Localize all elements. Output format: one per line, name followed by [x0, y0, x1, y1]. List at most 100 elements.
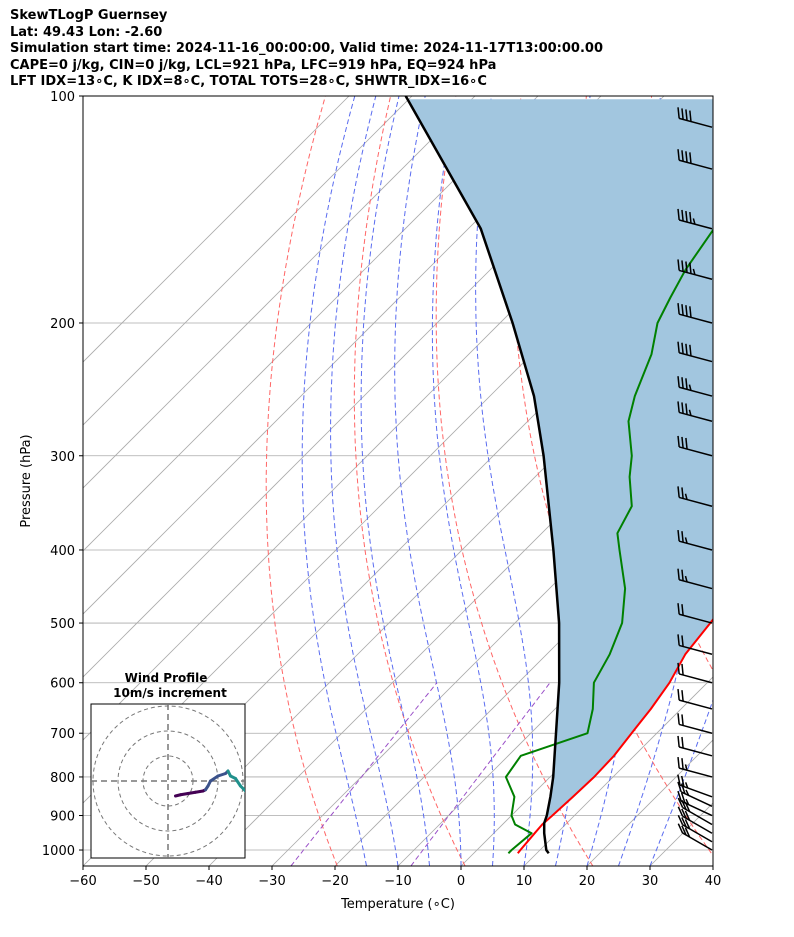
barb-feather	[685, 261, 688, 273]
barb-feather	[681, 758, 684, 770]
isotherm-line	[523, 676, 713, 866]
x-tick-label: −30	[258, 874, 285, 889]
y-tick-label: 1000	[42, 844, 75, 859]
wind-barb	[677, 662, 713, 684]
isotherm-line	[83, 96, 476, 489]
barb-half-feather	[692, 218, 696, 225]
barb-staff	[678, 496, 713, 507]
barb-feather	[689, 110, 692, 122]
x-tick-label: −50	[132, 874, 159, 889]
barb-feather	[685, 210, 688, 223]
isotherm-line	[83, 96, 413, 426]
barb-feather	[684, 827, 691, 838]
wind-barb	[677, 603, 713, 624]
barb-feather	[681, 209, 684, 222]
barb-feather	[681, 663, 684, 676]
dry-adiabat	[265, 96, 338, 866]
barb-feather	[685, 109, 688, 121]
barb-feather	[677, 435, 680, 448]
barb-feather	[677, 713, 680, 725]
x-tick-label: −10	[384, 874, 411, 889]
barb-half-feather	[684, 782, 689, 789]
cape-area	[407, 99, 713, 824]
hodograph-inset: Wind Profile 10m/s increment	[90, 671, 269, 859]
y-tick-label: 200	[50, 317, 75, 332]
y-tick-label: 900	[50, 810, 75, 825]
barb-feather	[685, 403, 688, 415]
barb-staff	[678, 613, 713, 624]
y-tick-label: 600	[50, 677, 75, 692]
hodograph-segment	[209, 774, 220, 783]
barb-staff	[678, 352, 713, 363]
dry-adiabat	[717, 96, 794, 866]
hodograph-segment	[248, 794, 251, 799]
barb-half-feather	[684, 575, 688, 583]
barb-feather	[689, 152, 692, 164]
hodograph-segment	[253, 809, 256, 812]
hodograph-ring	[117, 730, 219, 832]
barb-feather	[677, 259, 680, 271]
barb-feather	[677, 303, 680, 315]
x-tick-label: 0	[457, 874, 465, 889]
hodograph-segment	[261, 816, 266, 819]
barb-staff	[678, 767, 713, 778]
isotherm-line	[83, 96, 350, 363]
barb-feather	[681, 436, 684, 449]
moist-adiabat	[394, 96, 462, 866]
barb-feather	[685, 437, 688, 450]
barb-half-feather	[688, 409, 692, 416]
barb-feather	[681, 108, 684, 120]
dry-adiabat	[435, 96, 594, 866]
wind-barb	[677, 790, 713, 817]
barb-feather	[677, 757, 680, 769]
barb-staff	[680, 800, 713, 817]
barb-feather	[681, 736, 684, 749]
barb-half-feather	[684, 493, 688, 500]
barb-staff	[678, 673, 713, 684]
wind-barb	[677, 806, 713, 834]
y-tick-label: 500	[50, 617, 75, 632]
barb-feather	[689, 212, 692, 224]
barb-feather	[677, 806, 684, 817]
barb-staff	[678, 411, 713, 422]
wind-barb	[677, 486, 713, 507]
barb-feather	[677, 376, 680, 388]
barb-staff	[678, 117, 713, 128]
mixing-ratio-line	[410, 682, 551, 866]
wind-barb	[677, 303, 713, 324]
barb-staff	[678, 699, 713, 710]
barb-feather	[685, 151, 688, 163]
mixing-ratio-lines	[290, 682, 551, 866]
x-tick-label: 40	[705, 874, 722, 889]
y-tick-label: 100	[50, 90, 75, 105]
hodograph-title: Wind Profile	[125, 671, 208, 685]
wind-barb	[677, 341, 713, 363]
barb-feather	[685, 343, 688, 355]
wind-barb	[677, 735, 713, 757]
barb-feather	[677, 486, 680, 498]
barb-staff	[678, 219, 713, 230]
y-axis-label: Pressure (hPa)	[19, 434, 34, 527]
barb-feather	[681, 714, 684, 726]
isotherm-line	[145, 298, 713, 866]
barb-feather	[684, 810, 691, 821]
hodograph-segment	[248, 804, 251, 807]
barb-staff	[679, 784, 713, 798]
moist-adiabat	[649, 698, 713, 866]
barb-feather	[677, 735, 680, 748]
wind-barb	[677, 208, 713, 230]
barb-feather	[689, 306, 692, 318]
moist-adiabat	[330, 96, 399, 866]
y-tick-label: 700	[50, 727, 75, 742]
barb-feather	[681, 402, 684, 414]
barb-feather	[681, 531, 684, 543]
profile-series	[404, 96, 713, 855]
barb-staff	[682, 824, 713, 843]
y-tick-label: 300	[50, 450, 75, 465]
barb-feather	[681, 487, 684, 499]
hodograph-segment	[266, 819, 269, 822]
wind-barb	[677, 401, 713, 422]
barb-half-feather	[684, 537, 688, 544]
y-tick-label: 800	[50, 771, 75, 786]
barb-feather	[680, 792, 686, 804]
